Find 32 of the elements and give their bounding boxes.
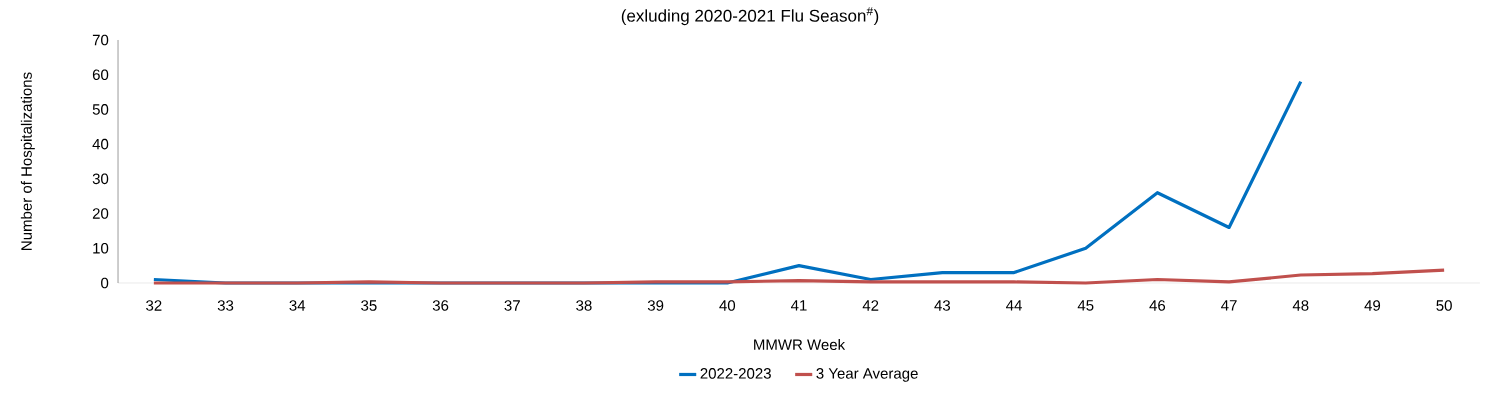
y-axis-title: Number of Hospitalizations [20, 72, 35, 250]
x-tick-label: 50 [1436, 300, 1452, 311]
y-tick-label: 30 [92, 173, 109, 185]
y-tick-label: 50 [92, 104, 109, 115]
y-tick-label: 70 [92, 34, 109, 46]
x-tick-label: 40 [719, 300, 736, 311]
y-tick-label: 10 [93, 242, 109, 254]
y-tick-label: 60 [92, 69, 109, 81]
x-tick-label: 43 [934, 300, 951, 311]
x-tick-label: 45 [1077, 300, 1094, 311]
x-tick-label: 42 [862, 300, 879, 311]
y-tick-label: 20 [92, 208, 109, 219]
x-tick-label: 34 [289, 300, 306, 311]
y-tick-label: 40 [92, 138, 109, 150]
x-tick-label: 33 [217, 300, 234, 311]
x-tick-label: 41 [791, 300, 807, 311]
x-axis-title: MMWR Week [754, 339, 846, 351]
x-tick-label: 46 [1149, 300, 1166, 311]
x-tick-label: 39 [647, 300, 664, 311]
x-tick-label: 49 [1364, 300, 1381, 311]
x-tick-label: 44 [1006, 300, 1022, 311]
x-tick-label: 38 [576, 300, 592, 311]
legend-label: 2022-2023 [700, 368, 771, 379]
legend-label: 3 Year Average [816, 368, 918, 382]
x-tick-label: 47 [1221, 300, 1237, 311]
x-tick-label: 36 [432, 300, 449, 311]
x-tick-label: 35 [361, 300, 377, 311]
x-tick-label: 32 [146, 300, 162, 311]
x-tick-label: 37 [504, 300, 520, 311]
chart-title: (exluding 2020-2021 Flu Season$^{#}$) [621, 7, 879, 26]
x-tick-label: 48 [1292, 300, 1309, 311]
y-tick-label: 0 [101, 277, 109, 289]
